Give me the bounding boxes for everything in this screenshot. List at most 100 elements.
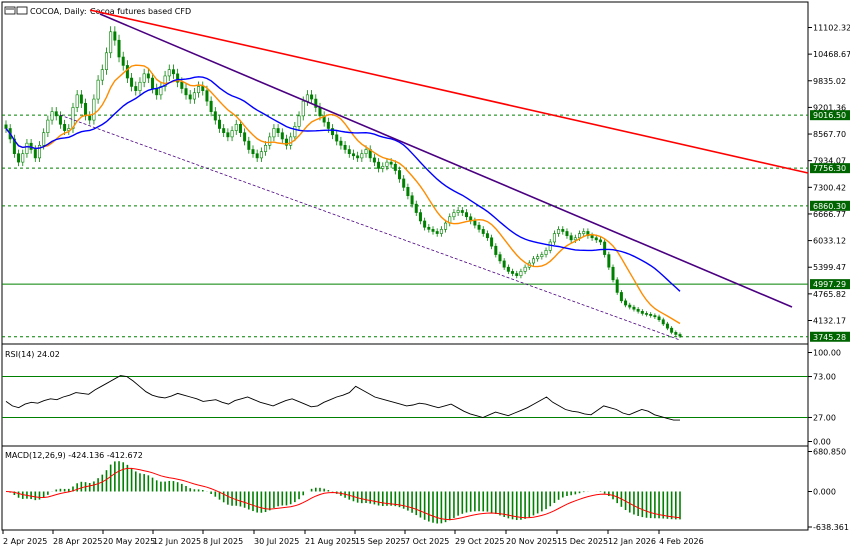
symbol-icon-2 [16,6,28,15]
candle-body [197,86,201,94]
candle-body [511,271,515,274]
candle-body [632,306,636,310]
candle-body [544,250,548,255]
candle-body [205,90,209,102]
candle-body [63,123,67,131]
candle-body [226,132,230,138]
candle-body [163,75,167,87]
candle-body [284,138,288,146]
x-axis-label: 15 Dec 2025 [557,537,608,546]
candle-body [485,233,489,239]
candle-body [435,231,439,234]
price-axis-label: 5399.47 [813,263,846,272]
candle-body [305,94,309,102]
candle-body [21,153,25,163]
x-axis-label: 20 May 2025 [103,537,155,546]
price-axis-label: 6666.77 [813,210,846,219]
candle-body [423,220,427,228]
candle-body [607,254,611,268]
candle-body [297,115,301,127]
candle-body [243,132,247,142]
price-axis-label: 10468.67 [813,50,850,59]
price-axis-label: 4132.17 [813,317,846,326]
candle-body [502,260,506,268]
candle-body [427,226,431,230]
candle-body [255,153,259,159]
symbol-title: COCOA, Daily: [30,7,87,16]
candle-body [33,149,37,159]
candle-body [653,315,657,318]
candle-body [238,123,242,133]
candle-body [356,155,360,159]
candle-body [665,323,669,329]
level-label-bg [810,200,850,211]
candle-body [372,157,376,163]
candle-body [104,52,108,70]
x-axis-label: 8 Jul 2025 [203,537,243,546]
candle-body [117,39,121,58]
level-label-bg [810,110,850,121]
rsi-axis-label: 73.00 [813,373,836,382]
candle-body [464,212,468,218]
candle-body [251,149,255,155]
candle-body [565,231,569,236]
candle-body [582,231,586,234]
candle-body [280,132,284,140]
macd-signal-line [5,467,681,521]
x-axis-label: 21 Aug 2025 [305,537,356,546]
price-axis-label: 4765.82 [813,290,846,299]
candle-body [649,313,653,316]
candle-body [578,233,582,239]
candle-body [201,86,205,91]
price-pane [2,9,809,341]
candle-body [615,279,619,293]
level-label-bg [810,163,850,174]
candle-body [184,88,188,96]
candle-body [452,212,456,218]
candle-body [25,142,29,155]
candle-body [540,254,544,257]
x-axis-label: 29 Oct 2025 [455,537,504,546]
candle-body [490,237,494,247]
rsi-pane: RSI(14) 24.02 100.00 73.00 27.00 0.00 [2,349,841,447]
candle-body [611,266,615,281]
candle-body [619,292,623,302]
candle-body [343,144,347,150]
candle-body [536,256,540,260]
candle-body [561,229,565,232]
candle-body [4,124,8,129]
macd-label: MACD(12,26,9) -424.136 -412.672 [5,451,143,460]
candle-body [259,151,263,159]
candle-body [113,31,117,41]
candle-body [381,166,385,169]
macd-pane: MACD(12,26,9) -424.136 -412.672 680.850 0… [5,448,849,533]
candle-body [569,235,573,241]
candle-body [88,115,92,121]
candle-body [335,134,339,142]
x-axis-label: 4 Feb 2026 [659,537,704,546]
candle-body [54,111,58,117]
price-axis-label: 8567.70 [813,130,846,139]
candle-body [272,128,276,138]
candle-body [398,170,402,180]
candle-body [674,332,678,335]
x-axis-label: 12 Jan 2026 [608,537,656,546]
candle-body [531,258,535,264]
candle-body [92,98,96,121]
candle-body [389,161,393,165]
level-label-bg [810,279,850,290]
candle-body [75,94,79,108]
level-label: 4997.29 [813,280,846,289]
candle-body [176,73,180,83]
candle-body [573,237,577,241]
candle-body [598,239,602,243]
candle-body [138,81,142,91]
candle-body [661,319,665,325]
candle-body [268,136,272,146]
candle-body [498,254,502,262]
rsi-axis-label: 0.00 [813,438,831,447]
candle-body [293,126,297,138]
price-axis: 11102.32 10468.67 9835.02 9201.36 8567.70 793… [808,24,850,342]
